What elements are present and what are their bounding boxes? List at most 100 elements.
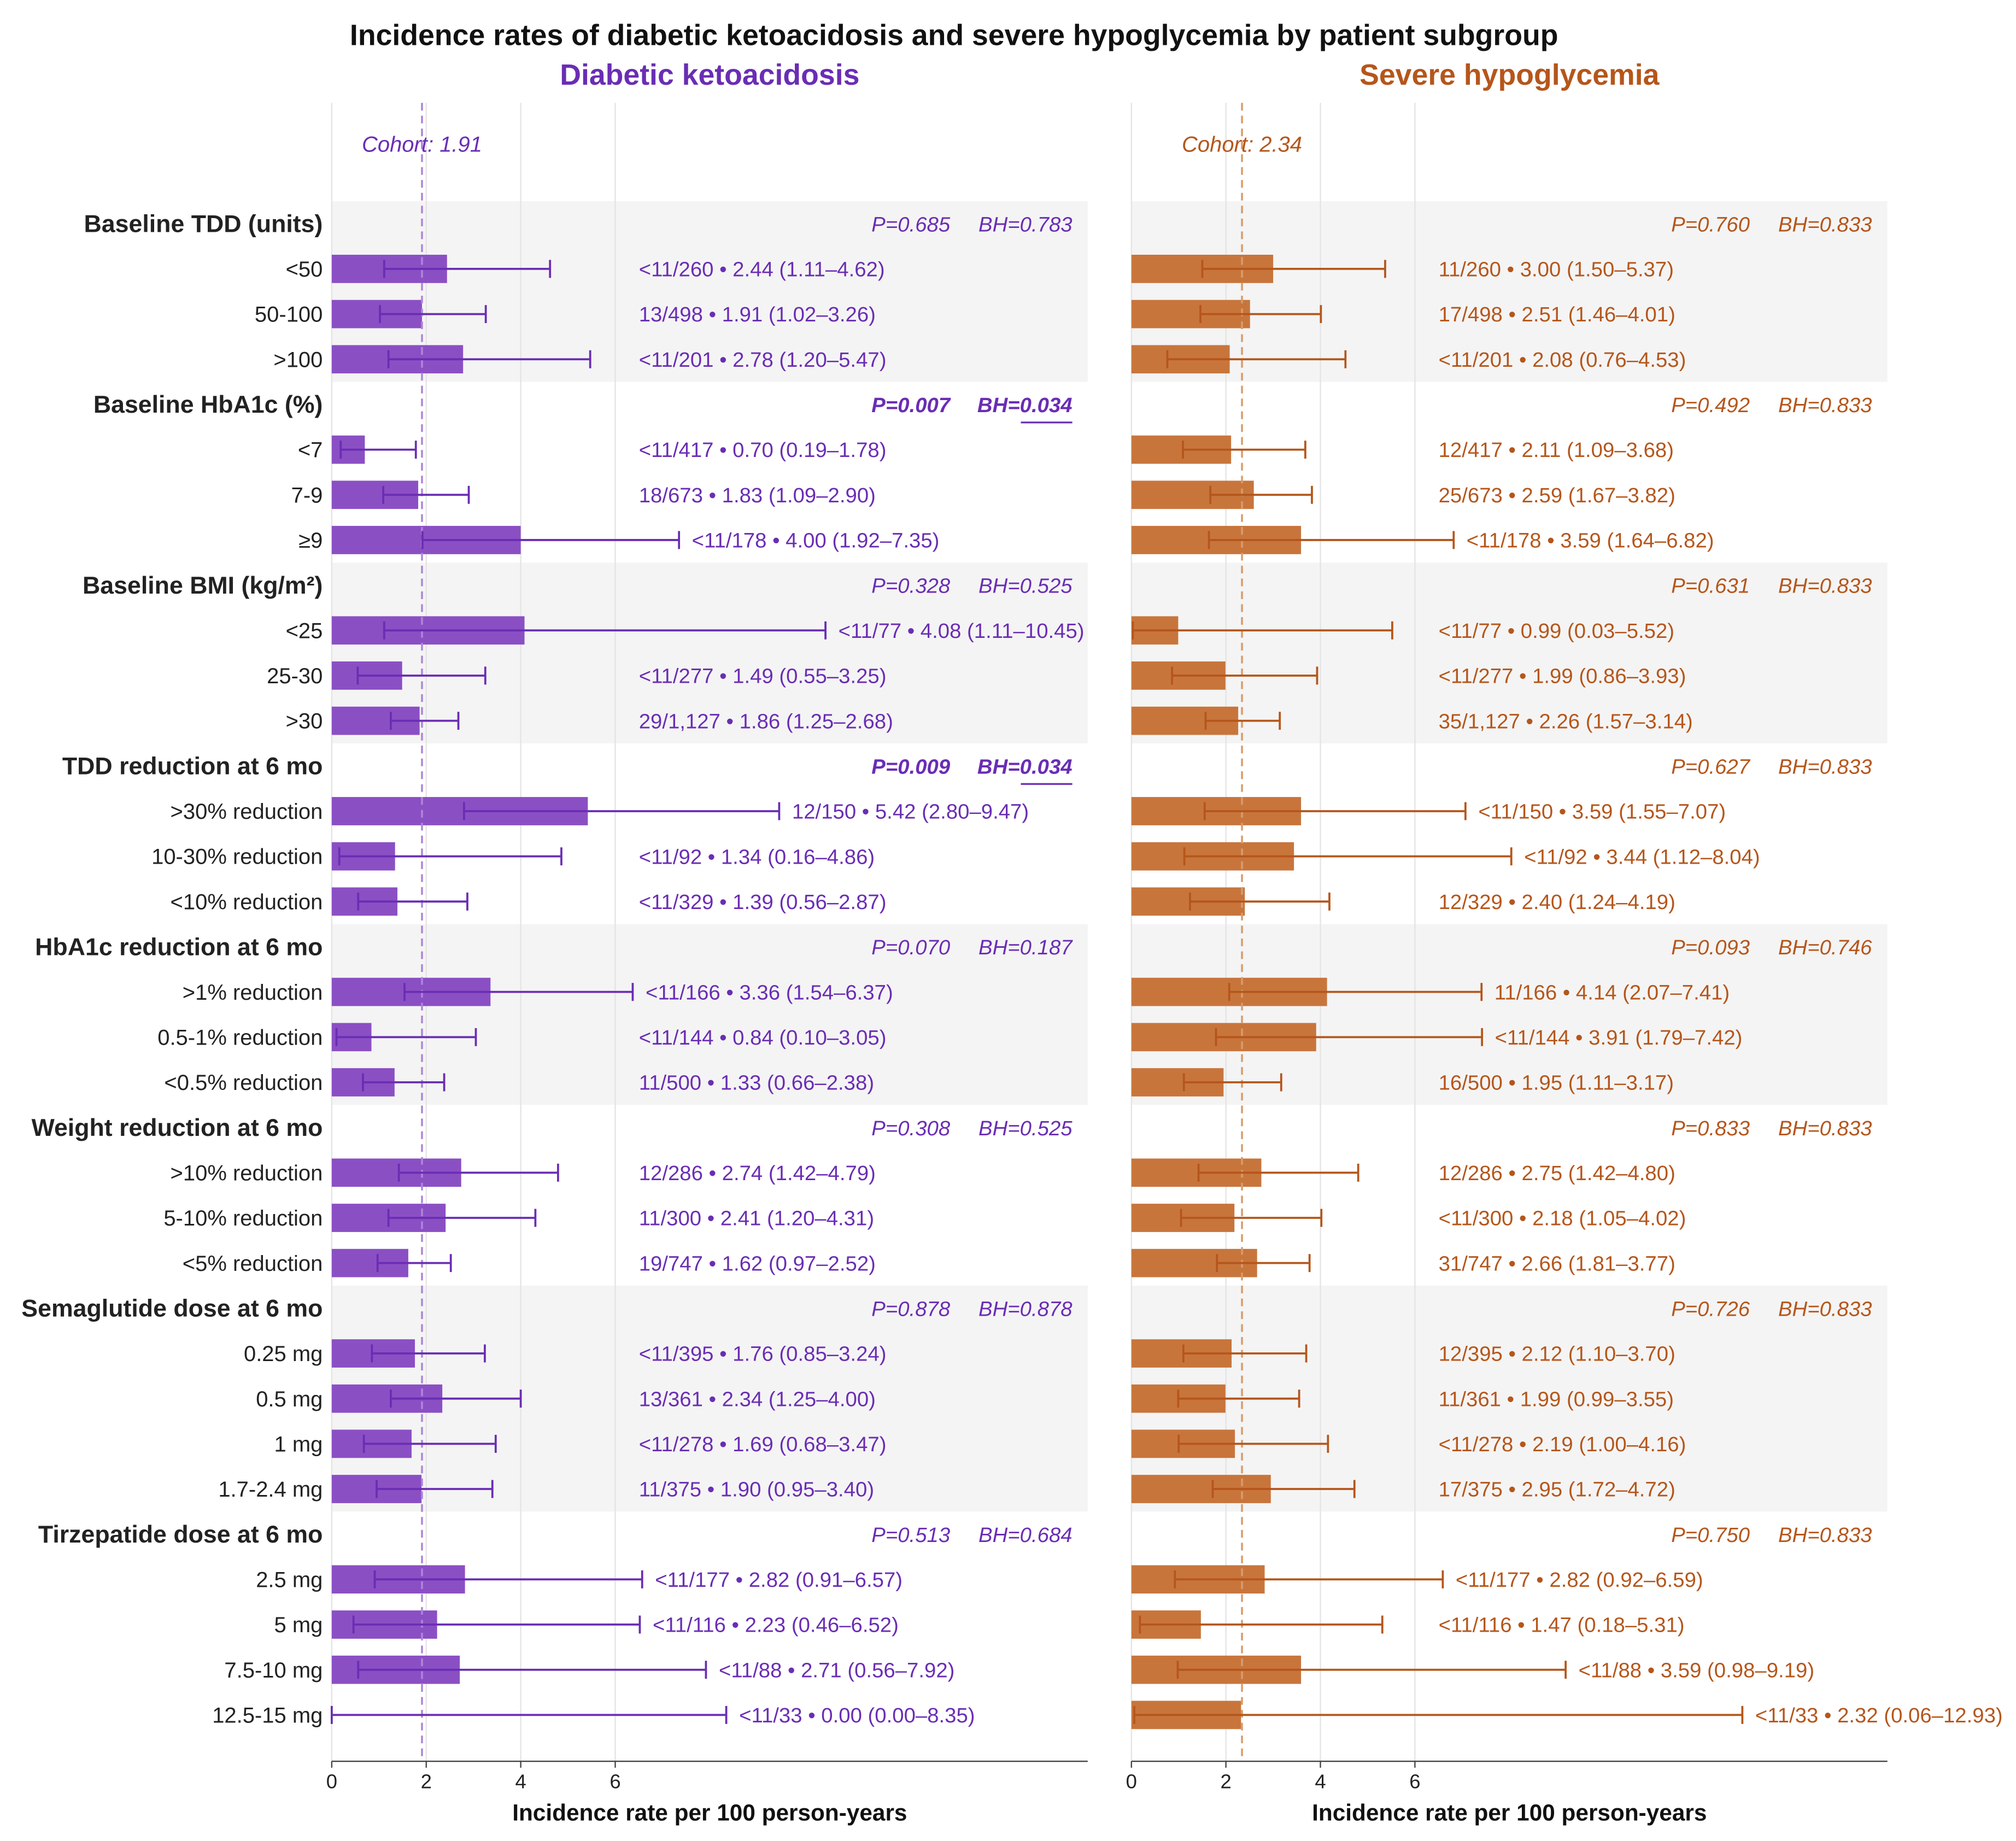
sh-bh-value: BH=0.833 xyxy=(1778,1117,1872,1140)
cohort-reference-lines xyxy=(421,103,1243,1762)
dka-p-value: P=0.070 xyxy=(871,936,950,959)
sh-rate-annotation: 16/500 • 1.95 (1.11–3.17) xyxy=(1439,1071,1674,1095)
sh-rate-annotation: 12/286 • 2.75 (1.42–4.80) xyxy=(1439,1162,1675,1185)
dka-rate-annotation: <11/417 • 0.70 (0.19–1.78) xyxy=(639,438,887,462)
dka-rate-annotation: 11/300 • 2.41 (1.20–4.31) xyxy=(639,1207,874,1230)
dka-rate-annotation: <11/260 • 2.44 (1.11–4.62) xyxy=(639,258,885,282)
figure-title: Incidence rates of diabetic ketoacidosis… xyxy=(350,19,1558,51)
sh-rate-annotation: 12/417 • 2.11 (1.09–3.68) xyxy=(1439,438,1674,462)
dka-rate-annotation: 18/673 • 1.83 (1.09–2.90) xyxy=(639,484,876,507)
dka-rate-annotation: <11/395 • 1.76 (0.85–3.24) xyxy=(639,1342,887,1366)
x-axes: 0 2 4 6 0 2 4 6 xyxy=(326,1761,1888,1793)
dka-p-value: P=0.513 xyxy=(871,1523,950,1547)
row-label: 7-9 xyxy=(291,483,323,507)
dka-rate-annotation: <11/277 • 1.49 (0.55–3.25) xyxy=(639,665,887,688)
row-label: 1.7-2.4 mg xyxy=(218,1478,323,1502)
dka-rate-annotation: 13/361 • 2.34 (1.25–4.00) xyxy=(639,1387,876,1411)
row-label: 0.25 mg xyxy=(244,1342,323,1366)
sh-group-band xyxy=(1131,924,1888,1105)
dka-rate-annotation: <11/177 • 2.82 (0.91–6.57) xyxy=(655,1568,902,1592)
group-label-baseline-hba1c: Baseline HbA1c (%) xyxy=(93,391,323,418)
dka-rate-annotation: <11/33 • 0.00 (0.00–8.35) xyxy=(739,1704,975,1727)
row-label: ≥9 xyxy=(298,529,323,553)
sh-p-value: P=0.492 xyxy=(1671,394,1750,417)
row-label: 12.5-15 mg xyxy=(212,1704,323,1728)
dka-bh-value: BH=0.525 xyxy=(978,574,1073,598)
sh-x-tick-label: 2 xyxy=(1221,1770,1232,1793)
row-label: <0.5% reduction xyxy=(164,1071,323,1095)
sh-panel-title: Severe hypoglycemia xyxy=(1359,58,1660,91)
dka-x-tick-label: 2 xyxy=(421,1770,432,1793)
sh-bh-value: BH=0.746 xyxy=(1778,936,1872,959)
row-label: >100 xyxy=(273,348,323,372)
row-label: 0.5-1% reduction xyxy=(157,1025,323,1050)
sh-p-value: P=0.750 xyxy=(1671,1523,1750,1547)
sh-rate-annotation: 11/260 • 3.00 (1.50–5.37) xyxy=(1439,258,1674,282)
row-label: <7 xyxy=(298,438,323,462)
sh-x-tick-label: 0 xyxy=(1126,1770,1137,1793)
row-label: >30% reduction xyxy=(171,800,323,824)
sh-rate-annotation: <11/177 • 2.82 (0.92–6.59) xyxy=(1456,1568,1703,1592)
sh-rate-annotation: <11/144 • 3.91 (1.79–7.42) xyxy=(1495,1026,1743,1050)
sh-p-value: P=0.726 xyxy=(1671,1297,1750,1321)
sh-rate-annotation: <11/116 • 1.47 (0.18–5.31) xyxy=(1439,1614,1685,1637)
dka-rate-annotation: <11/116 • 2.23 (0.46–6.52) xyxy=(653,1614,899,1637)
dka-p-value: P=0.009 xyxy=(871,755,951,778)
sh-p-value: P=0.093 xyxy=(1671,936,1750,959)
dka-p-value: P=0.308 xyxy=(871,1117,951,1140)
sh-p-value: P=0.760 xyxy=(1671,213,1750,236)
sh-group-band xyxy=(1131,201,1888,382)
sh-rate-annotation: 17/375 • 2.95 (1.72–4.72) xyxy=(1439,1478,1675,1502)
row-label: 50-100 xyxy=(255,303,323,327)
dka-rate-annotation: <11/166 • 3.36 (1.54–6.37) xyxy=(646,981,893,1004)
group-label-baseline-bmi-kg-m: Baseline BMI (kg/m²) xyxy=(83,572,323,599)
row-label: 1 mg xyxy=(274,1432,323,1456)
dka-rate-annotation: <11/92 • 1.34 (0.16–4.86) xyxy=(639,845,875,869)
sh-rate-annotation: <11/278 • 2.19 (1.00–4.16) xyxy=(1439,1433,1686,1456)
dka-x-tick-label: 4 xyxy=(515,1770,526,1793)
row-label: <25 xyxy=(286,619,323,643)
sh-rate-annotation: <11/33 • 2.32 (0.06–12.93) xyxy=(1755,1704,2003,1727)
row-label: 0.5 mg xyxy=(256,1387,323,1411)
dka-bh-value: BH=0.878 xyxy=(978,1297,1073,1321)
dka-bh-value: BH=0.684 xyxy=(978,1523,1073,1547)
dka-p-value: P=0.685 xyxy=(871,213,951,236)
sh-x-axis-label: Incidence rate per 100 person-years xyxy=(1312,1799,1707,1825)
dka-rate-annotation: <11/88 • 2.71 (0.56–7.92) xyxy=(719,1658,954,1682)
dka-rate-annotation: 11/375 • 1.90 (0.95–3.40) xyxy=(639,1478,874,1502)
row-label: >10% reduction xyxy=(171,1161,323,1185)
row-label: <5% reduction xyxy=(183,1252,323,1276)
dka-rate-annotation: 12/286 • 2.74 (1.42–4.79) xyxy=(639,1162,876,1185)
dka-rate-annotation: 19/747 • 1.62 (0.97–2.52) xyxy=(639,1252,876,1275)
dka-rate-annotation: <11/278 • 1.69 (0.68–3.47) xyxy=(639,1433,887,1456)
dka-rate-annotation: 29/1,127 • 1.86 (1.25–2.68) xyxy=(639,710,893,733)
dka-x-tick-label: 6 xyxy=(610,1770,620,1793)
sh-bh-value: BH=0.833 xyxy=(1778,1297,1872,1321)
dka-rate-annotation: <11/178 • 4.00 (1.92–7.35) xyxy=(692,529,940,553)
group-label-hba1c-reduction-at-6-mo: HbA1c reduction at 6 mo xyxy=(35,934,323,960)
dka-group-band xyxy=(331,924,1088,1105)
group-label-baseline-tdd-units: Baseline TDD (units) xyxy=(84,211,323,238)
row-label: >30 xyxy=(286,710,323,734)
sh-p-value: P=0.631 xyxy=(1671,574,1750,598)
sh-bh-value: BH=0.833 xyxy=(1778,213,1872,236)
sh-bh-value: BH=0.833 xyxy=(1778,574,1872,598)
sh-rate-annotation: 17/498 • 2.51 (1.46–4.01) xyxy=(1439,303,1675,326)
dka-bh-value: BH=0.034 xyxy=(977,755,1073,778)
sh-rate-annotation: <11/300 • 2.18 (1.05–4.02) xyxy=(1439,1207,1686,1230)
row-label: 2.5 mg xyxy=(256,1568,323,1592)
sh-rate-annotation: <11/178 • 3.59 (1.64–6.82) xyxy=(1467,529,1714,553)
row-label: 10-30% reduction xyxy=(151,845,323,869)
sh-rate-annotation: 11/166 • 4.14 (2.07–7.41) xyxy=(1495,981,1730,1004)
chart-text: Baseline TDD (units) <50 50-100 >100 Baselin… xyxy=(21,133,2002,1728)
dka-rate-annotation: 11/500 • 1.33 (0.66–2.38) xyxy=(639,1071,874,1095)
sh-p-value: P=0.627 xyxy=(1671,755,1751,778)
dka-panel-title: Diabetic ketoacidosis xyxy=(560,58,859,91)
sh-rate-annotation: 31/747 • 2.66 (1.81–3.77) xyxy=(1439,1252,1675,1275)
dka-rate-annotation: <11/201 • 2.78 (1.20–5.47) xyxy=(639,348,887,372)
sh-rate-annotation: 25/673 • 2.59 (1.67–3.82) xyxy=(1439,484,1675,507)
dka-rate-annotation: <11/329 • 1.39 (0.56–2.87) xyxy=(639,890,887,914)
dka-rate-annotation: 13/498 • 1.91 (1.02–3.26) xyxy=(639,303,876,326)
sh-x-tick-label: 4 xyxy=(1315,1770,1326,1793)
